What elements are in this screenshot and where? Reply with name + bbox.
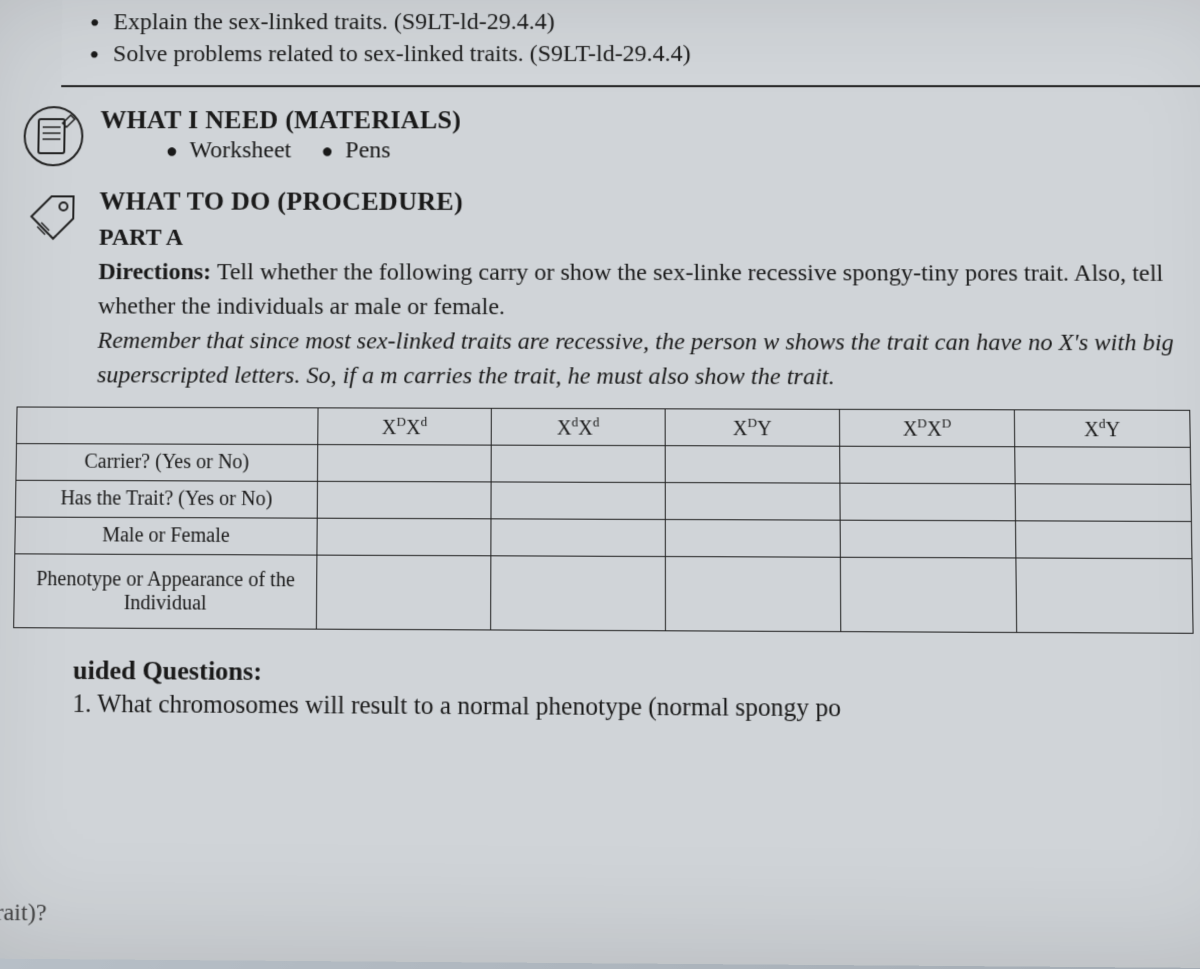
procedure-section: WHAT TO DO (PROCEDURE) PART A Directions… [93, 186, 1200, 726]
bullet-icon: ● [166, 140, 178, 162]
genotype-header: XDXd [318, 408, 492, 445]
table-corner-cell [16, 407, 318, 445]
part-label: PART A [99, 220, 1200, 256]
row-label: Male or Female [15, 517, 317, 555]
objective-item: • Explain the sex-linked traits. (S9LT-l… [82, 6, 1200, 39]
genotype-header: XdXd [491, 409, 665, 446]
material-item: Pens [345, 137, 391, 163]
bullet-icon: ● [321, 140, 333, 162]
objective-text: Explain the sex-linked traits. (S9LT-ld-… [113, 6, 554, 39]
worksheet-page: mcritance • Explain the sex-linked trait… [0, 0, 1200, 969]
row-label: Phenotype or Appearance of the Individua… [14, 554, 317, 629]
guided-heading: uided Questions: [73, 655, 1200, 692]
procedure-heading: WHAT TO DO (PROCEDURE) [99, 186, 1200, 217]
table-row: Has the Trait? (Yes or No) [15, 480, 1191, 521]
directions-label: Directions: [98, 259, 211, 285]
genotype-header: XdY [1014, 410, 1190, 447]
table-header-row: XDXd XdXd XDY XDXD XdY [16, 407, 1190, 447]
answer-cell[interactable] [840, 520, 1016, 558]
answer-cell[interactable] [317, 518, 491, 556]
procedure-body: PART A Directions: Tell whether the foll… [97, 220, 1200, 395]
table-row: Phenotype or Appearance of the Individua… [14, 554, 1193, 633]
answer-cell[interactable] [491, 482, 665, 520]
genotype-header: XDXD [839, 410, 1014, 447]
table-row: Male or Female [15, 517, 1192, 559]
guided-questions: uided Questions: 1. What chromosomes wil… [72, 655, 1200, 725]
answer-cell[interactable] [317, 445, 491, 482]
reminder-text: Remember that since most sex-linked trai… [97, 324, 1200, 396]
answer-cell[interactable] [665, 446, 840, 483]
question-line: 1. What chromosomes will result to a nor… [72, 690, 1200, 725]
materials-heading: WHAT I NEED (MATERIALS) [100, 105, 1200, 136]
answer-cell[interactable] [1016, 558, 1193, 633]
answer-cell[interactable] [491, 445, 665, 482]
answer-cell[interactable] [840, 557, 1016, 632]
bullet-icon: • [89, 43, 99, 71]
answer-cell[interactable] [491, 556, 666, 631]
answer-cell[interactable] [665, 557, 840, 632]
objective-item: • Solve problems related to sex-linked t… [81, 38, 1200, 71]
objectives-box: • Explain the sex-linked traits. (S9LT-l… [61, 0, 1200, 87]
answer-cell[interactable] [840, 446, 1015, 484]
row-label: Has the Trait? (Yes or No) [15, 480, 317, 518]
row-label: Carrier? (Yes or No) [16, 444, 318, 482]
material-item: Worksheet [189, 137, 291, 163]
header-fragment: mcritance [1111, 0, 1200, 5]
cutoff-fragment: trait)? [0, 899, 47, 928]
table-row: Carrier? (Yes or No) [16, 444, 1191, 485]
genotype-table: XDXd XdXd XDY XDXD XdY Carrier? (Yes or … [13, 407, 1193, 634]
answer-cell[interactable] [491, 519, 665, 557]
notebook-icon [22, 105, 85, 167]
answer-cell[interactable] [1015, 521, 1191, 559]
genotype-header: XDY [665, 409, 840, 446]
materials-section: WHAT I NEED (MATERIALS) ● Worksheet ● Pe… [100, 105, 1200, 165]
objective-text: Solve problems related to sex-linked tra… [113, 38, 691, 71]
answer-cell[interactable] [317, 482, 491, 520]
bullet-icon: • [90, 10, 100, 38]
answer-cell[interactable] [316, 555, 491, 630]
answer-cell[interactable] [665, 483, 840, 521]
directions-line: Directions: Tell whether the following c… [98, 255, 1200, 326]
answer-cell[interactable] [1015, 484, 1191, 522]
key-tag-icon [21, 186, 84, 248]
answer-cell[interactable] [1015, 447, 1191, 485]
materials-list: ● Worksheet ● Pens [100, 137, 1200, 165]
directions-text: Tell whether the following carry or show… [98, 259, 1164, 320]
answer-cell[interactable] [840, 483, 1016, 521]
answer-cell[interactable] [665, 520, 840, 558]
